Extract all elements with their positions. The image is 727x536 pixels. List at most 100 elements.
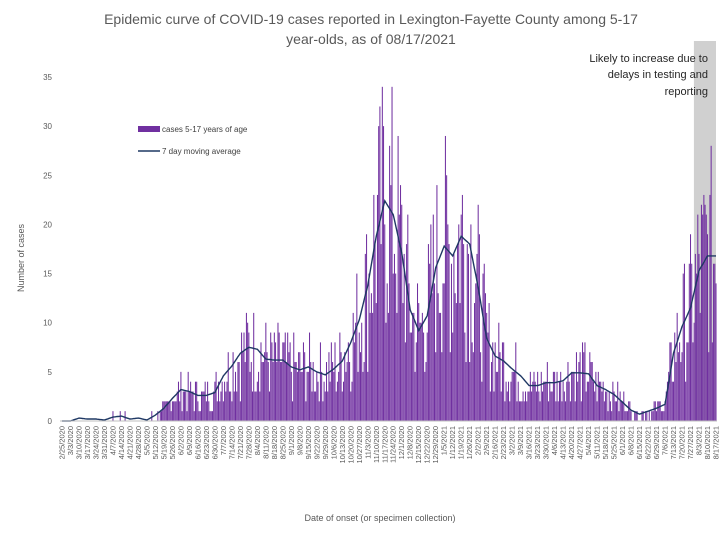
case-bar: [433, 283, 436, 421]
x-tick-label: 11/10/2020: [372, 426, 381, 463]
case-bar: [243, 332, 245, 421]
case-bar: [220, 391, 222, 421]
case-bar: [580, 401, 582, 421]
x-tick-label: 4/7/2020: [108, 426, 117, 455]
y-tick-label: 35: [43, 73, 52, 82]
case-bar: [458, 224, 460, 421]
case-bar: [196, 381, 198, 421]
case-bar: [703, 194, 705, 421]
case-bar: [270, 332, 272, 421]
x-tick-label: 3/16/2021: [525, 426, 534, 459]
case-bar: [518, 401, 520, 421]
y-tick-label: 10: [43, 319, 52, 328]
case-bar: [249, 371, 251, 421]
case-bar: [176, 391, 178, 421]
case-bar: [517, 381, 519, 421]
case-bar: [216, 401, 218, 421]
case-bar: [705, 214, 707, 421]
case-bar: [676, 312, 678, 421]
x-tick-label: 7/14/2020: [227, 426, 236, 459]
case-bar: [589, 352, 591, 421]
x-tick-label: 7/21/2020: [236, 426, 245, 459]
case-bar: [247, 322, 249, 421]
x-tick-label: 4/27/2021: [576, 426, 585, 459]
x-tick-label: 7/7/2020: [219, 426, 228, 455]
case-bar: [203, 391, 205, 421]
case-bar: [648, 411, 650, 421]
case-bar: [268, 391, 270, 421]
case-bar: [230, 391, 232, 421]
case-bar: [294, 362, 296, 421]
x-tick-label: 9/15/2020: [304, 426, 313, 459]
case-bar: [483, 263, 485, 421]
case-bar: [494, 342, 496, 421]
case-bar: [438, 312, 440, 421]
case-bar: [313, 391, 315, 421]
case-bar: [493, 391, 495, 421]
case-bar: [480, 352, 482, 421]
case-bar: [266, 352, 268, 421]
case-bar: [423, 332, 425, 421]
case-bar: [500, 391, 502, 421]
x-tick-label: 2/9/2021: [482, 426, 491, 455]
case-bar: [380, 244, 382, 421]
case-bar: [393, 253, 395, 421]
case-bar: [233, 391, 235, 421]
x-tick-label: 5/25/2021: [610, 426, 619, 459]
x-tick-label: 5/12/2020: [151, 426, 160, 459]
case-bar: [641, 411, 643, 421]
case-bar: [634, 411, 636, 421]
case-bar: [353, 342, 355, 421]
case-bar: [671, 381, 673, 421]
x-tick-label: 8/4/2020: [253, 426, 262, 455]
case-bar: [554, 371, 556, 421]
case-bar: [619, 391, 621, 421]
case-bar: [264, 352, 266, 421]
x-tick-label: 4/21/2020: [125, 426, 134, 459]
case-bar: [299, 352, 301, 421]
case-bar: [180, 371, 182, 421]
case-bar: [474, 303, 476, 421]
case-bar: [538, 391, 540, 421]
case-bar: [442, 283, 444, 421]
y-axis-label: Number of cases: [16, 223, 26, 292]
case-bar: [311, 391, 313, 421]
case-bar: [495, 371, 497, 421]
case-bar: [548, 401, 550, 421]
case-bar: [590, 362, 592, 421]
case-bar: [454, 293, 456, 421]
case-bar: [447, 224, 449, 421]
case-bar: [334, 342, 336, 421]
case-bar: [623, 391, 625, 421]
case-bar: [674, 332, 676, 421]
case-bar: [415, 342, 417, 421]
x-tick-label: 3/31/2020: [100, 426, 109, 459]
x-tick-label: 2/25/2020: [58, 426, 67, 459]
case-bar: [430, 224, 432, 421]
x-tick-label: 6/1/2021: [618, 426, 627, 455]
case-bar: [711, 342, 713, 421]
case-bar: [698, 253, 700, 421]
case-bar: [345, 371, 347, 421]
case-bar: [211, 411, 213, 421]
case-bar: [579, 352, 581, 421]
case-bar: [681, 352, 683, 421]
case-bar: [420, 322, 422, 421]
case-bar: [340, 352, 342, 421]
case-bar: [443, 283, 445, 421]
x-tick-label: 7/27/2021: [686, 426, 695, 459]
moving-average-line: [62, 199, 716, 422]
case-bar: [289, 342, 291, 421]
case-bar: [583, 352, 585, 421]
case-bar: [600, 381, 602, 421]
case-bar: [657, 401, 659, 421]
x-tick-label: 3/9/2021: [516, 426, 525, 455]
case-bar: [228, 391, 230, 421]
y-tick-label: 20: [43, 220, 52, 229]
x-tick-label: 10/6/2020: [329, 426, 338, 459]
case-bar: [424, 371, 426, 421]
case-bar: [562, 381, 564, 421]
case-bar: [512, 371, 514, 421]
case-bar: [550, 391, 552, 421]
x-tick-label: 6/23/2020: [202, 426, 211, 459]
